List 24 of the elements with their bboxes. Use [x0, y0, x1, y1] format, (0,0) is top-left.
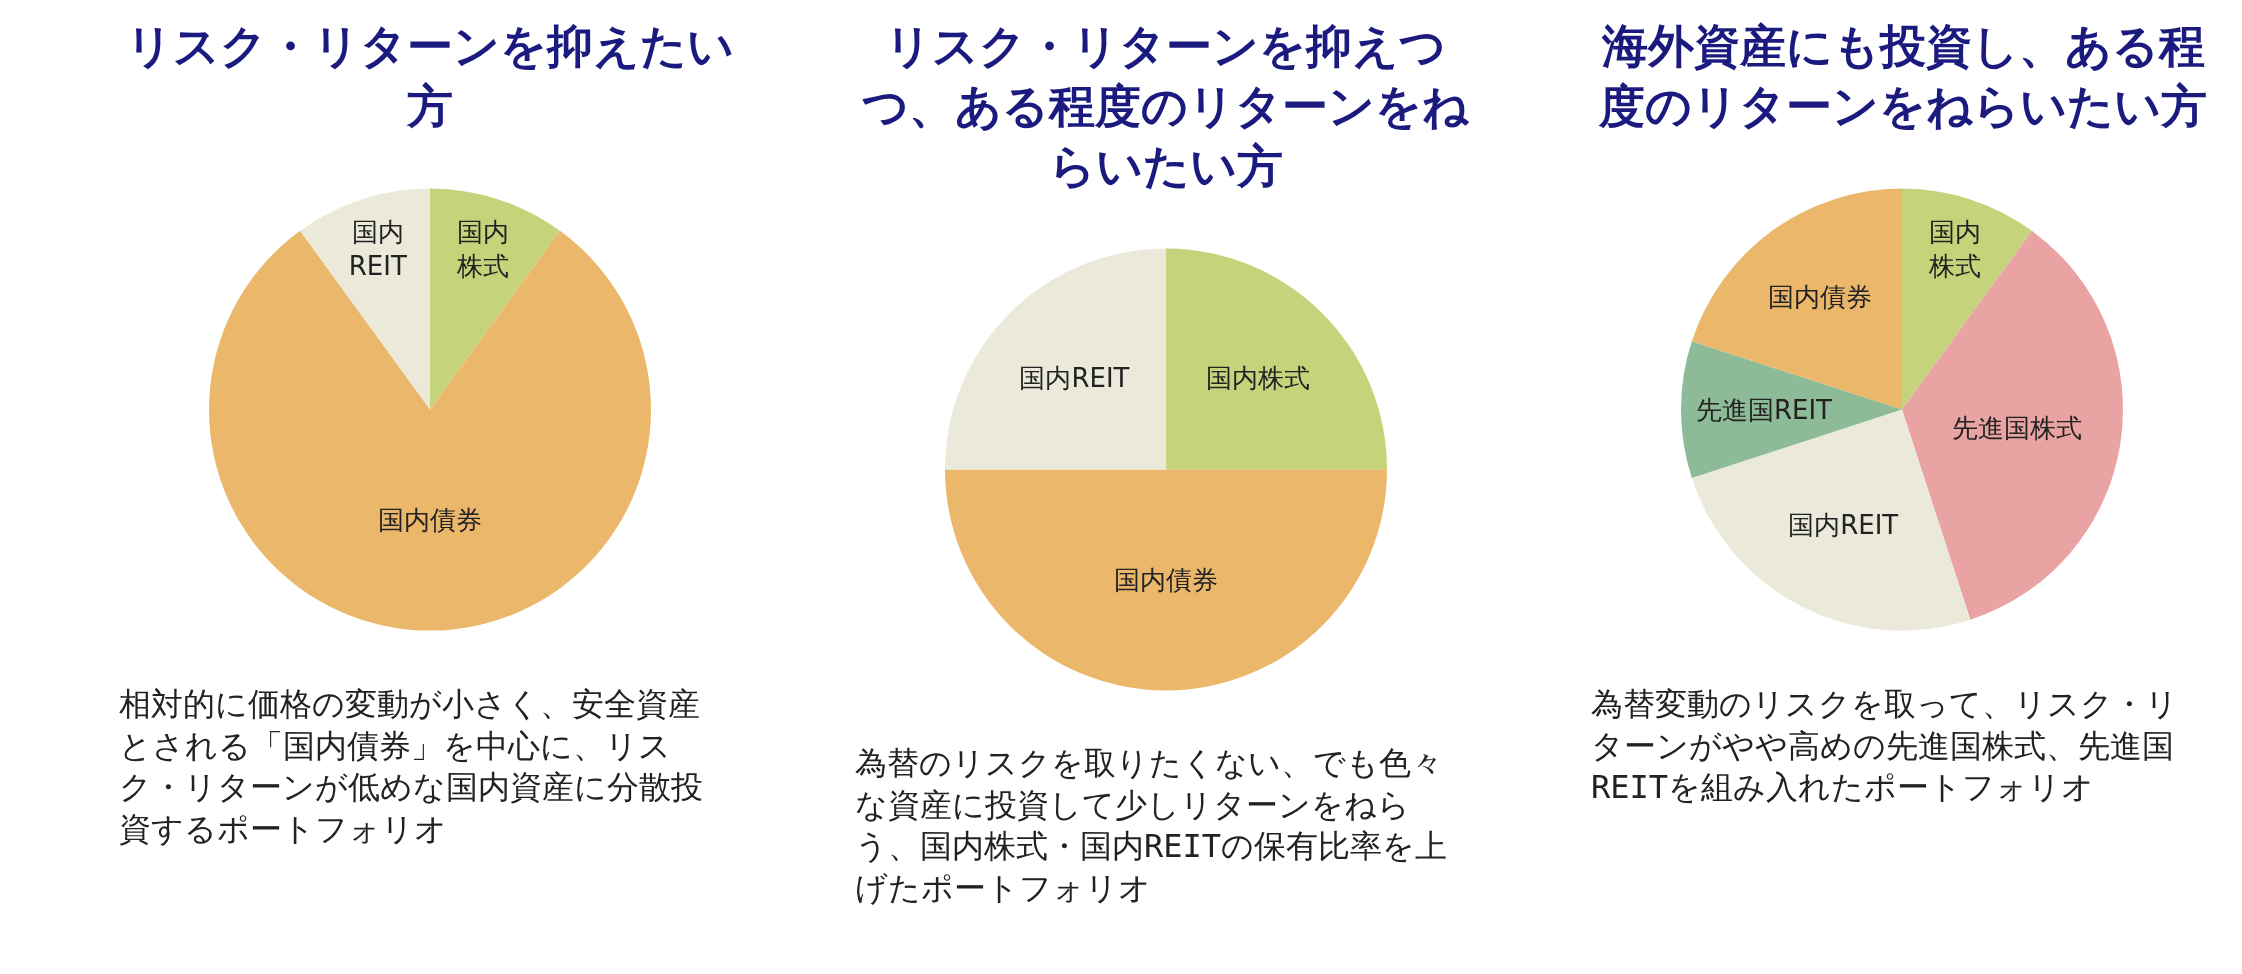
- pie-slice: [430, 188, 560, 410]
- text: 為替のリスクを取りたくない、でも色々な資産に投資して少しリターンをねらう、国内株式・国内REITの保有比率を上げたポートフォリオ: [855, 744, 1448, 907]
- slice-label: 先進国REIT: [1695, 394, 1833, 425]
- chart-title: リスク・リターンを抑えつつ、ある程度のリターンをねらいたい方: [862, 19, 1470, 193]
- pie-slice: [945, 248, 1166, 470]
- slice-label: 国内債券: [1114, 564, 1218, 595]
- text: 相対的に価格の変動が小さく、安全資産とされる「国内債券」を中心に、リスク・リターンが低めな国内資産に分散投資するポートフォリオ: [119, 685, 703, 848]
- slice-label: 国内株式: [1927, 217, 1981, 281]
- pie-slice: [945, 469, 1387, 690]
- slice-label: 国内REIT: [1788, 509, 1899, 540]
- pie-slice: [1166, 248, 1387, 470]
- slice-label: 先進国株式: [1952, 412, 2083, 443]
- pie-slice: [1681, 341, 1902, 478]
- pie-slice: [1902, 188, 2032, 410]
- slice-label: 国内債券: [378, 505, 482, 536]
- pie-slice: [300, 188, 430, 410]
- slice-label: 国内債券: [1768, 281, 1873, 312]
- slice-label: 国内REIT: [348, 217, 407, 281]
- slice-label: 国内REIT: [1019, 362, 1130, 393]
- text: 為替変動のリスクを取って、リスク・リターンがやや高めの先進国株式、先進国REITを組み入れたポートフォリオ: [1591, 685, 2178, 807]
- slice-label: 国内株式: [1205, 362, 1310, 393]
- chart-title: リスク・リターンを抑えたい方: [126, 19, 734, 133]
- chart-title: 海外資産にも投資し、ある程度のリターンをねらいたい方: [1598, 19, 2207, 133]
- slice-label: 国内株式: [455, 217, 509, 281]
